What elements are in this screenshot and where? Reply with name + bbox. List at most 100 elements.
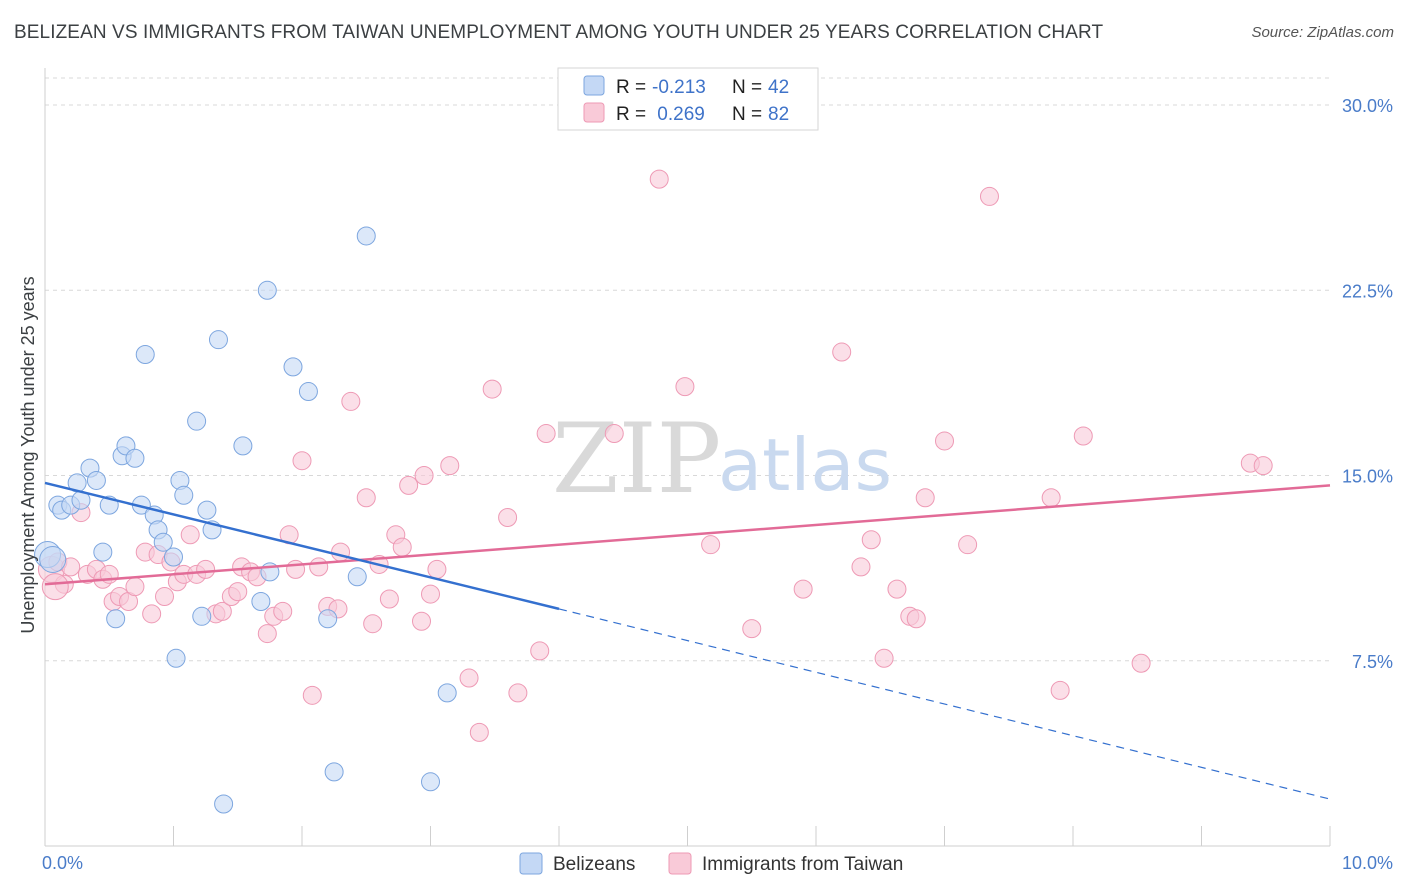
- y-tick-label: 7.5%: [1352, 652, 1393, 672]
- taiwan-point: [180, 525, 200, 545]
- taiwan-point: [742, 619, 762, 639]
- legend-bottom-label-belizeans: Belizeans: [553, 854, 635, 875]
- belizean-point: [86, 470, 106, 490]
- y-axis-title: Unemployment Among Youth under 25 years: [18, 276, 38, 633]
- taiwan-point: [286, 559, 306, 579]
- x-tick-label-max: 10.0%: [1342, 853, 1393, 873]
- taiwan-point: [861, 530, 881, 550]
- belizean-point: [208, 330, 228, 350]
- taiwan-point: [412, 611, 432, 631]
- taiwan-point: [915, 488, 935, 508]
- belizean-point: [164, 547, 183, 567]
- taiwan-point: [874, 648, 894, 668]
- belizean-point: [324, 762, 344, 782]
- taiwan-point: [379, 589, 399, 609]
- taiwan-point: [257, 624, 277, 644]
- legend-swatch-belizeans: [583, 75, 605, 96]
- taiwan-point: [459, 668, 479, 688]
- taiwan-point: [414, 466, 434, 486]
- taiwan-point: [331, 542, 351, 562]
- taiwan-point: [125, 577, 145, 597]
- belizean-point: [106, 609, 126, 629]
- belizean-point: [214, 794, 234, 814]
- taiwan-point: [1050, 680, 1070, 700]
- belizean-point: [318, 609, 338, 629]
- series-taiwan-points: [37, 169, 1273, 742]
- taiwan-point: [427, 559, 447, 579]
- taiwan-point: [935, 431, 954, 451]
- y-tick-label: 30.0%: [1342, 96, 1393, 116]
- taiwan-point: [1073, 426, 1093, 446]
- taiwan-point: [196, 559, 216, 579]
- taiwan-point: [273, 601, 293, 621]
- trend-line-belizeans: [44, 481, 560, 611]
- belizean-point: [251, 591, 271, 611]
- legend-r-label-1: R =: [616, 77, 646, 98]
- series-belizeans-points: [34, 226, 457, 814]
- belizean-point: [174, 485, 194, 505]
- trend-lines: [44, 481, 1331, 800]
- trend-line-taiwan: [44, 484, 1331, 586]
- watermark-atlas: atlas: [718, 423, 892, 507]
- taiwan-point: [1131, 653, 1151, 673]
- taiwan-point: [440, 456, 460, 476]
- taiwan-point: [356, 488, 376, 508]
- belizean-point: [192, 606, 212, 626]
- taiwan-point: [958, 535, 978, 555]
- legend-r-label-2: R =: [616, 104, 646, 125]
- legend-n-value-2: 82: [768, 104, 789, 125]
- legend-top: R = -0.213 N = 42 R = 0.269 N = 82: [557, 67, 819, 131]
- belizean-point: [153, 532, 173, 552]
- taiwan-point: [482, 379, 502, 399]
- belizean-point: [347, 567, 367, 587]
- taiwan-point: [536, 424, 556, 444]
- belizean-point: [187, 411, 207, 431]
- legend-bottom-label-taiwan: Immigrants from Taiwan: [702, 854, 903, 875]
- belizean-point: [135, 345, 155, 365]
- legend-n-value-1: 42: [768, 77, 789, 98]
- y-tick-label: 15.0%: [1342, 467, 1393, 487]
- watermark: ZIP atlas: [552, 403, 892, 515]
- taiwan-point: [292, 451, 312, 471]
- taiwan-point: [887, 579, 907, 599]
- taiwan-point: [906, 609, 926, 629]
- belizean-point: [233, 436, 253, 456]
- chart-source: Source: ZipAtlas.com: [1251, 24, 1394, 41]
- y-tick-label: 22.5%: [1342, 281, 1393, 301]
- taiwan-point: [604, 424, 624, 444]
- taiwan-point: [508, 683, 528, 703]
- taiwan-point: [302, 685, 322, 705]
- taiwan-point: [392, 537, 412, 557]
- taiwan-point: [41, 573, 69, 601]
- taiwan-point: [1253, 456, 1273, 476]
- taiwan-point: [142, 604, 162, 624]
- taiwan-point: [155, 587, 175, 607]
- taiwan-point: [649, 169, 669, 189]
- taiwan-point: [979, 186, 999, 206]
- legend-r-value-2: 0.269: [652, 104, 705, 125]
- taiwan-point: [1041, 488, 1061, 508]
- legend-r-value-1: -0.213: [652, 77, 706, 98]
- taiwan-point: [530, 641, 550, 661]
- belizean-point: [257, 280, 277, 300]
- taiwan-point: [309, 557, 329, 577]
- taiwan-point: [421, 584, 440, 604]
- taiwan-point: [851, 557, 871, 577]
- taiwan-point: [832, 342, 852, 362]
- legend-bottom-swatch-taiwan: [668, 852, 692, 875]
- taiwan-point: [675, 377, 695, 397]
- taiwan-point: [793, 579, 813, 599]
- belizean-point: [93, 542, 113, 562]
- legend-n-label-1: N =: [732, 77, 762, 98]
- taiwan-point: [212, 601, 232, 621]
- belizean-point: [197, 500, 217, 520]
- x-tick-label-min: 0.0%: [42, 853, 83, 873]
- belizean-point: [166, 648, 186, 668]
- taiwan-point: [341, 391, 361, 411]
- belizean-point: [283, 357, 303, 377]
- y-tick-labels: 7.5% 15.0% 22.5% 30.0%: [1342, 96, 1393, 672]
- taiwan-point: [498, 508, 518, 528]
- legend-swatch-taiwan: [583, 102, 605, 123]
- belizean-point: [39, 545, 67, 573]
